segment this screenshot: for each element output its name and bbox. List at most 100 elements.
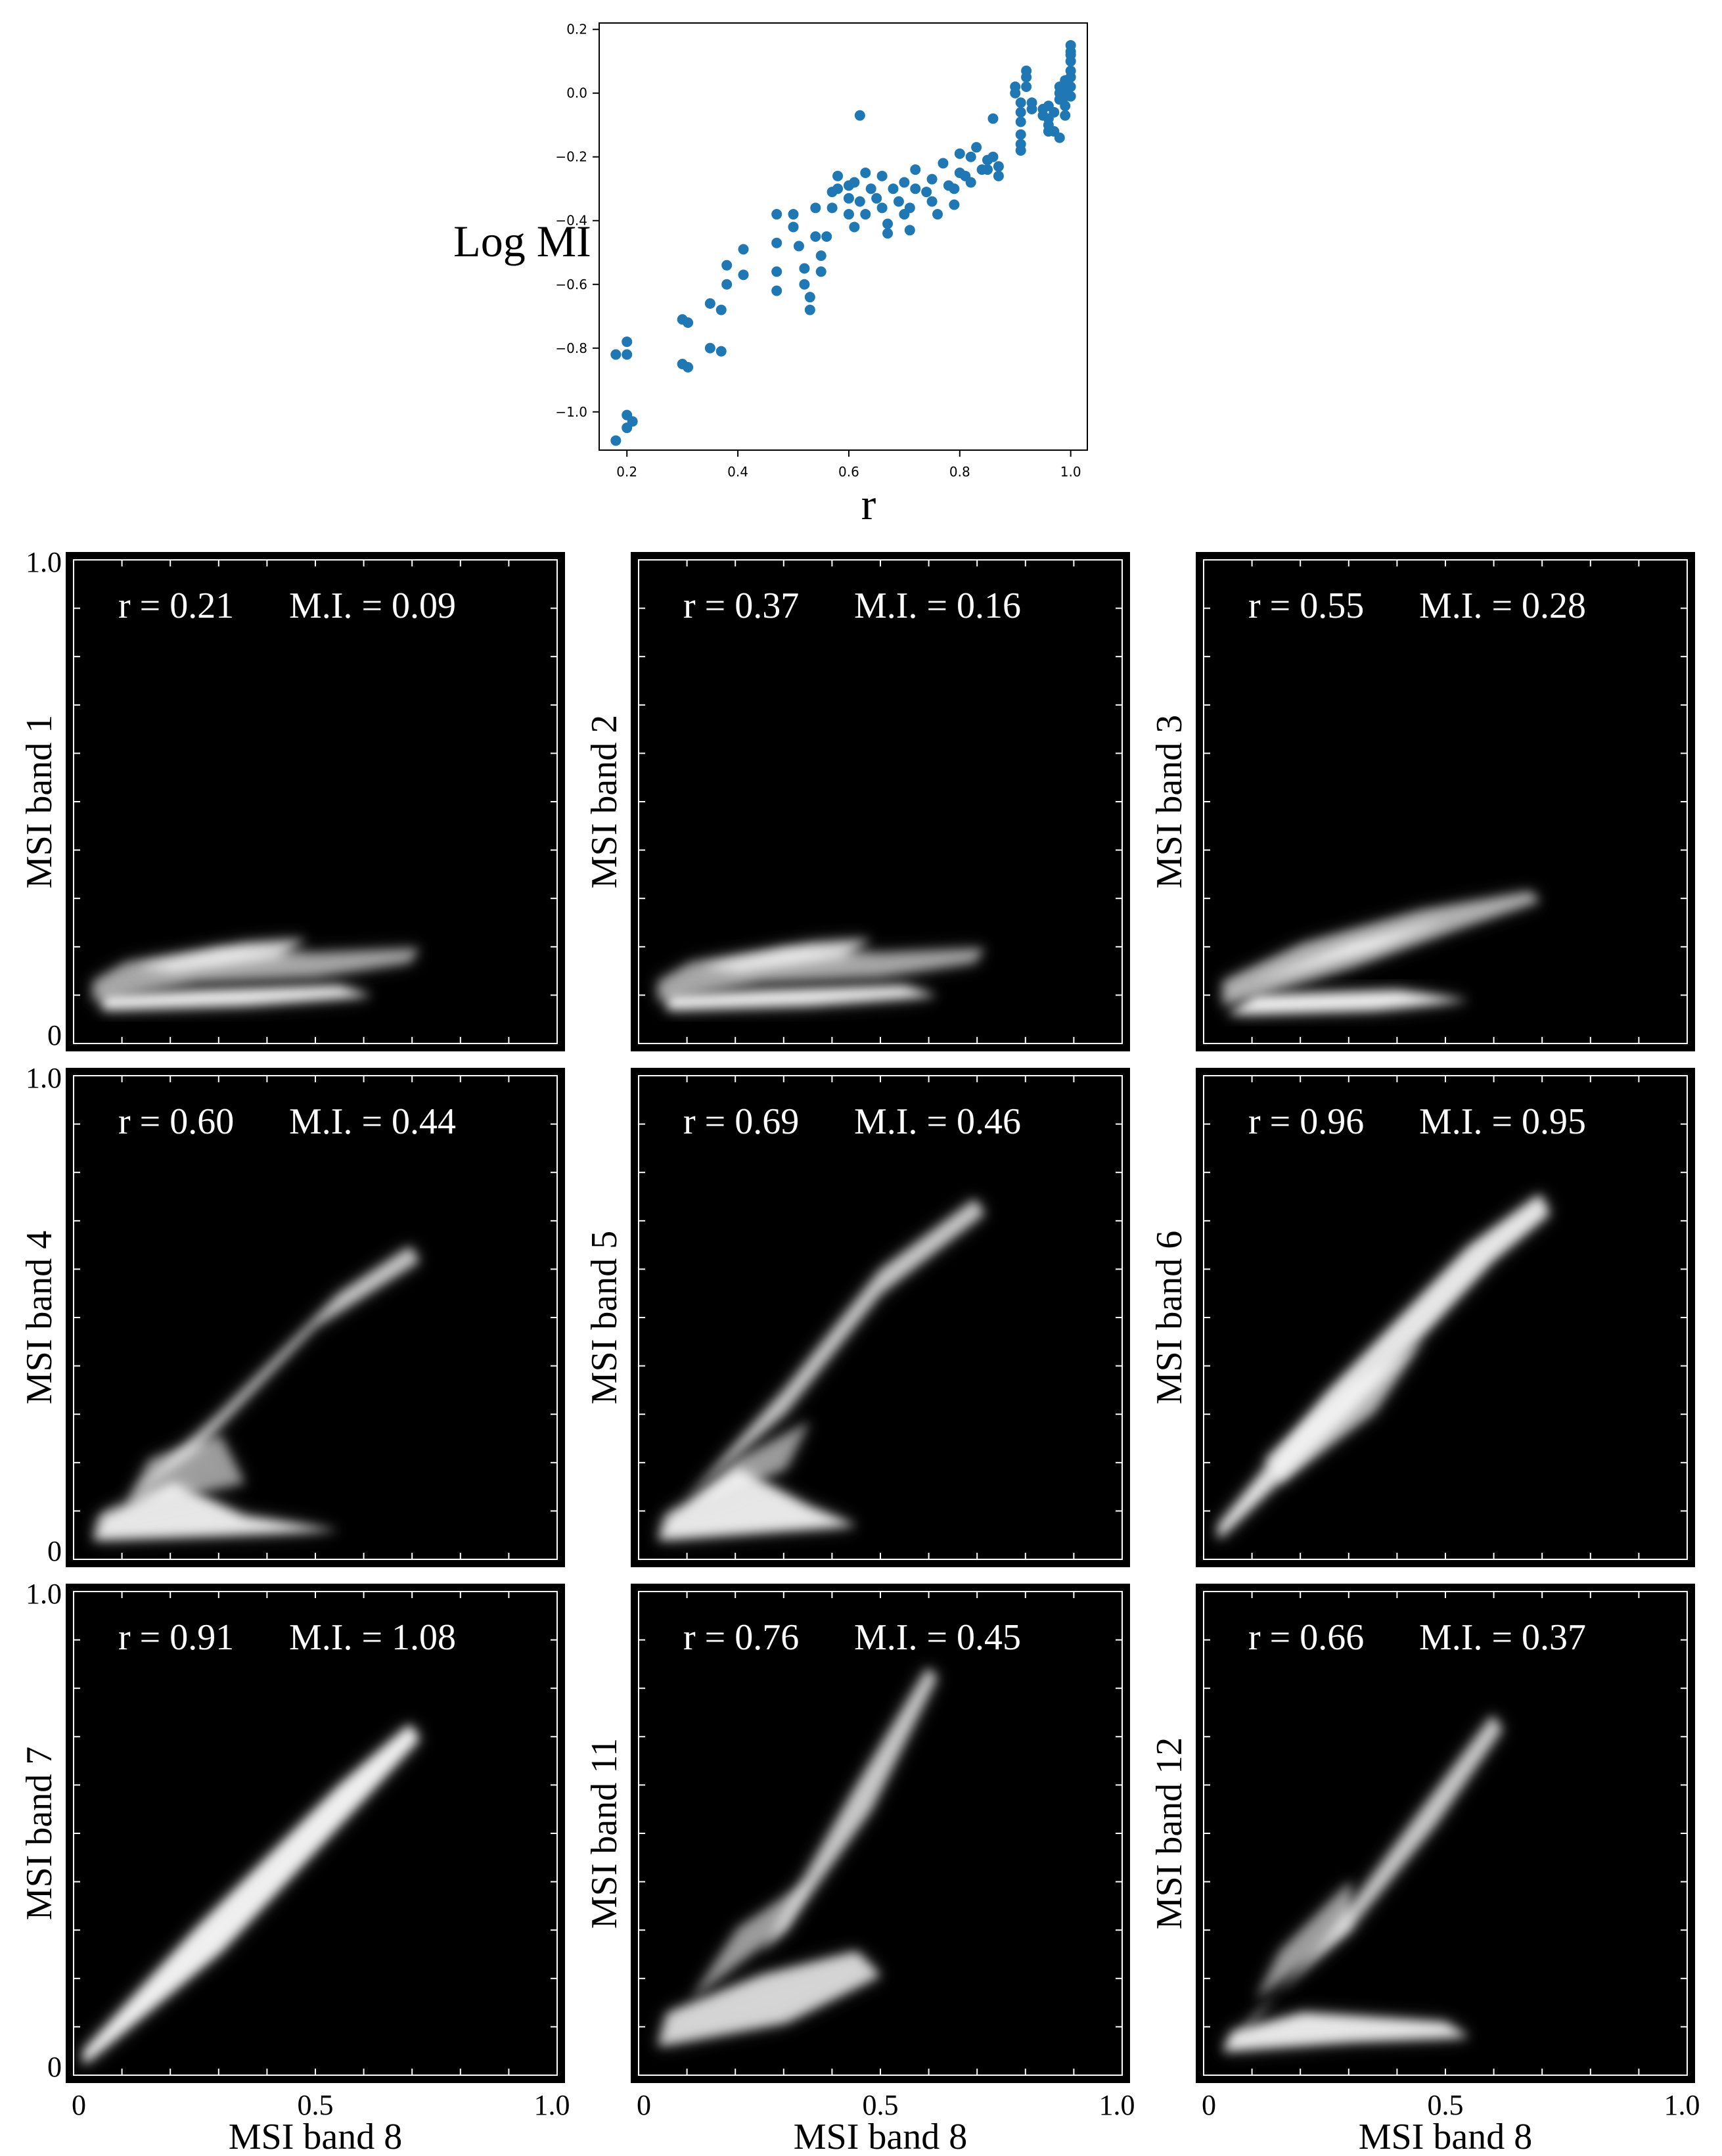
scatter-point	[1054, 132, 1065, 143]
panel-y-label: MSI band 6	[1149, 1231, 1190, 1404]
scatter-point	[965, 177, 976, 188]
panel-y-label: MSI band 5	[584, 1231, 625, 1404]
density-panel-msi-band-3: r = 0.55 M.I. = 0.28 MSI band 3	[1149, 552, 1695, 1051]
scatter-y-tick-label: 0.0	[566, 85, 587, 101]
scatter-point	[932, 209, 943, 220]
scatter-x-tick-label: 0.8	[949, 464, 970, 480]
scatter-x-tick-label: 1.0	[1060, 464, 1081, 480]
scatter-point	[949, 199, 960, 210]
panel-y-tick-label: 1.0	[26, 1062, 62, 1094]
scatter-points	[610, 39, 1076, 446]
scatter-point	[910, 164, 921, 175]
scatter-point	[715, 304, 727, 315]
density-core	[700, 938, 871, 973]
scatter-point	[799, 279, 810, 290]
scatter-point	[832, 183, 844, 195]
panel-y-label: MSI band 7	[19, 1747, 60, 1920]
scatter-point	[888, 183, 899, 195]
scatter-point	[843, 209, 854, 220]
density-core	[83, 1724, 420, 2065]
panel-mi-value: M.I. = 0.46	[854, 1101, 1021, 1142]
density-core	[658, 1668, 938, 2056]
panel-density	[93, 1247, 420, 1540]
scatter-point	[1015, 145, 1026, 156]
density-panel-grid: r = 0.21 M.I. = 0.09 MSI band 1 1.0 0 r = 0.3…	[19, 546, 1700, 2156]
density-core	[135, 938, 306, 973]
scatter-point	[683, 317, 694, 328]
scatter-point	[938, 158, 949, 169]
panel-x-label: MSI band 8	[229, 2117, 402, 2156]
panel-density	[658, 938, 985, 1010]
scatter-point	[810, 202, 821, 214]
panel-x-label: MSI band 8	[794, 2117, 967, 2156]
panel-y-label: MSI band 1	[19, 715, 60, 888]
panel-r-value: r = 0.66	[1248, 1617, 1364, 1658]
density-core	[102, 986, 373, 1010]
scatter-point	[810, 231, 821, 242]
panel-x-tick-label: 0.5	[298, 2089, 334, 2121]
scatter-point	[1015, 129, 1026, 140]
scatter-point	[949, 183, 960, 195]
scatter-point	[926, 173, 938, 185]
panel-plot-area	[1196, 1068, 1695, 1567]
scatter-point	[904, 225, 915, 236]
scatter-point	[854, 196, 865, 207]
scatter-y-label: Log MI	[453, 216, 591, 266]
scatter-x-axis: 0.2 0.4 0.6 0.8 1.0	[616, 450, 1081, 480]
scatter-point	[1021, 81, 1032, 93]
panel-mi-value: M.I. = 0.37	[1419, 1617, 1586, 1658]
scatter-point	[771, 237, 782, 248]
scatter-point	[827, 202, 838, 214]
scatter-point	[1060, 110, 1071, 121]
density-core	[1223, 891, 1540, 1005]
density-core	[1227, 991, 1469, 1015]
density-core	[691, 1881, 809, 1999]
panel-plot-area	[1196, 1584, 1695, 2083]
scatter-point	[849, 221, 860, 233]
scatter-x-tick-label: 0.2	[616, 464, 637, 480]
scatter-point	[704, 342, 715, 354]
scatter-point	[832, 170, 844, 181]
scatter-point	[876, 202, 888, 214]
scatter-point	[799, 263, 810, 274]
density-core	[691, 1421, 809, 1507]
scatter-point	[971, 142, 982, 153]
panel-y-label: MSI band 12	[1149, 1737, 1190, 1929]
panel-x-label: MSI band 8	[1359, 2117, 1532, 2156]
scatter-point	[893, 196, 904, 207]
panel-density	[93, 938, 420, 1010]
scatter-point	[771, 285, 782, 296]
density-panel-msi-band-6: r = 0.96 M.I. = 0.95 MSI band 6	[1149, 1068, 1695, 1567]
panel-y-tick-label: 0	[47, 1535, 62, 1567]
density-core	[1223, 2013, 1469, 2052]
density-core	[668, 986, 938, 1010]
scatter-y-tick-label: 0.2	[566, 22, 587, 37]
scatter-point	[1015, 106, 1026, 118]
scatter-point	[738, 244, 749, 255]
panel-y-label: MSI band 11	[584, 1738, 625, 1929]
scatter-plot-area	[599, 22, 1088, 451]
density-panel-msi-band-2: r = 0.37 M.I. = 0.16 MSI band 2	[584, 552, 1130, 1051]
scatter-point	[987, 151, 999, 162]
panel-y-tick-label: 1.0	[26, 546, 62, 578]
scatter-point	[1010, 87, 1021, 99]
panel-density	[1223, 891, 1540, 1015]
scatter-y-axis: 0.2 0.0 −0.2 −0.4 −0.6 −0.8 −1.0	[555, 22, 599, 420]
panel-y-label: MSI band 4	[19, 1231, 60, 1404]
density-core	[658, 1952, 880, 2046]
scatter-point	[721, 279, 733, 290]
scatter-y-tick-label: −0.4	[555, 213, 587, 229]
scatter-point	[882, 228, 894, 239]
scatter-point	[1065, 65, 1076, 76]
panel-mi-value: M.I. = 1.08	[289, 1617, 456, 1658]
scatter-point	[815, 250, 827, 262]
scatter-point	[982, 164, 993, 175]
scatter-point	[1021, 65, 1032, 76]
scatter-point	[704, 298, 715, 309]
panel-r-value: r = 0.21	[118, 585, 234, 626]
density-core	[1256, 920, 1445, 982]
panel-density	[658, 1668, 938, 2056]
panel-r-value: r = 0.55	[1248, 585, 1364, 626]
scatter-point	[622, 349, 633, 360]
scatter-point	[904, 202, 915, 214]
